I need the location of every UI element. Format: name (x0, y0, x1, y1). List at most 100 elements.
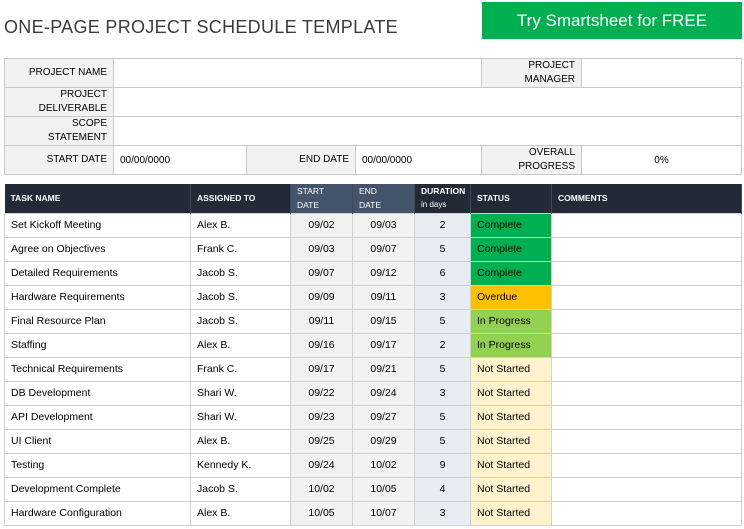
comments-cell[interactable] (551, 356, 742, 382)
duration-cell[interactable]: 5 (414, 356, 471, 382)
status-cell[interactable]: Not Started (470, 452, 552, 478)
duration-cell[interactable]: 6 (414, 260, 471, 286)
status-cell[interactable]: Complete (470, 212, 552, 238)
task-name-cell[interactable]: Hardware Configuration (4, 500, 191, 526)
end-date-cell[interactable]: 09/27 (352, 404, 415, 430)
end-date-cell[interactable]: 09/12 (352, 260, 415, 286)
comments-cell[interactable] (551, 428, 742, 454)
start-date-field[interactable]: 00/00/0000 (113, 145, 247, 175)
start-date-cell[interactable]: 09/25 (290, 428, 353, 454)
duration-cell[interactable]: 5 (414, 236, 471, 262)
comments-cell[interactable] (551, 404, 742, 430)
assigned-to-cell[interactable]: Jacob S. (190, 476, 291, 502)
start-date-cell[interactable]: 09/03 (290, 236, 353, 262)
start-date-cell[interactable]: 09/11 (290, 308, 353, 334)
assigned-to-cell[interactable]: Alex B. (190, 500, 291, 526)
task-name-cell[interactable]: Detailed Requirements (4, 260, 191, 286)
task-name-cell[interactable]: Hardware Requirements (4, 284, 191, 310)
start-date-cell[interactable]: 09/23 (290, 404, 353, 430)
end-date-cell[interactable]: 10/05 (352, 476, 415, 502)
duration-cell[interactable]: 3 (414, 500, 471, 526)
duration-cell[interactable]: 3 (414, 284, 471, 310)
end-date-cell[interactable]: 10/02 (352, 452, 415, 478)
comments-cell[interactable] (551, 452, 742, 478)
project-deliverable-field[interactable] (112, 87, 743, 117)
task-name-cell[interactable]: Staffing (4, 332, 191, 358)
end-date-cell[interactable]: 09/07 (352, 236, 415, 262)
assigned-to-cell[interactable]: Jacob S. (190, 260, 291, 286)
duration-cell[interactable]: 5 (414, 428, 471, 454)
task-name-cell[interactable]: Set Kickoff Meeting (4, 212, 191, 238)
status-cell[interactable]: Not Started (470, 404, 552, 430)
start-date-cell[interactable]: 09/17 (290, 356, 353, 382)
duration-cell[interactable]: 9 (414, 452, 471, 478)
task-name-cell[interactable]: Agree on Objectives (4, 236, 191, 262)
comments-cell[interactable] (551, 308, 742, 334)
status-cell[interactable]: In Progress (470, 308, 552, 334)
start-date-cell[interactable]: 09/02 (290, 212, 353, 238)
task-name-cell[interactable]: Testing (4, 452, 191, 478)
status-cell[interactable]: Complete (470, 236, 552, 262)
comments-cell[interactable] (551, 212, 742, 238)
overall-progress-value[interactable]: 0% (581, 145, 743, 175)
end-date-cell[interactable]: 09/11 (352, 284, 415, 310)
project-name-field[interactable] (112, 58, 483, 88)
assigned-to-cell[interactable]: Alex B. (190, 428, 291, 454)
end-date-cell[interactable]: 09/03 (352, 212, 415, 238)
task-name-cell[interactable]: UI Client (4, 428, 191, 454)
start-date-cell[interactable]: 10/05 (290, 500, 353, 526)
scope-statement-field[interactable] (112, 116, 743, 146)
scope-statement-row: SCOPE STATEMENT (4, 116, 743, 146)
assigned-to-cell[interactable]: Alex B. (190, 212, 291, 238)
end-date-cell[interactable]: 09/17 (352, 332, 415, 358)
start-date-cell[interactable]: 10/02 (290, 476, 353, 502)
assigned-to-cell[interactable]: Alex B. (190, 332, 291, 358)
comments-cell[interactable] (551, 476, 742, 502)
assigned-to-cell[interactable]: Frank C. (190, 236, 291, 262)
start-date-cell[interactable]: 09/24 (290, 452, 353, 478)
duration-cell[interactable]: 5 (414, 308, 471, 334)
start-date-cell[interactable]: 09/09 (290, 284, 353, 310)
assigned-to-cell[interactable]: Kennedy K. (190, 452, 291, 478)
comments-cell[interactable] (551, 236, 742, 262)
start-date-cell[interactable]: 09/16 (290, 332, 353, 358)
task-name-cell[interactable]: Final Resource Plan (4, 308, 191, 334)
status-cell[interactable]: Not Started (470, 428, 552, 454)
end-date-cell[interactable]: 09/21 (352, 356, 415, 382)
task-name-cell[interactable]: API Development (4, 404, 191, 430)
assigned-to-cell[interactable]: Shari W. (190, 404, 291, 430)
duration-cell[interactable]: 3 (414, 380, 471, 406)
status-cell[interactable]: Overdue (470, 284, 552, 310)
end-date-cell[interactable]: 09/29 (352, 428, 415, 454)
status-cell[interactable]: Not Started (470, 380, 552, 406)
assigned-to-cell[interactable]: Shari W. (190, 380, 291, 406)
duration-cell[interactable]: 5 (414, 404, 471, 430)
comments-cell[interactable] (551, 332, 742, 358)
duration-cell[interactable]: 2 (414, 332, 471, 358)
assigned-to-cell[interactable]: Jacob S. (190, 284, 291, 310)
duration-cell[interactable]: 2 (414, 212, 471, 238)
status-cell[interactable]: Complete (470, 260, 552, 286)
end-date-field[interactable]: 00/00/0000 (354, 145, 483, 175)
status-cell[interactable]: Not Started (470, 356, 552, 382)
comments-cell[interactable] (551, 260, 742, 286)
try-smartsheet-button[interactable]: Try Smartsheet for FREE (482, 2, 742, 39)
assigned-to-cell[interactable]: Jacob S. (190, 308, 291, 334)
task-name-cell[interactable]: Development Complete (4, 476, 191, 502)
task-name-cell[interactable]: Technical Requirements (4, 356, 191, 382)
end-date-cell[interactable]: 09/24 (352, 380, 415, 406)
start-date-cell[interactable]: 09/22 (290, 380, 353, 406)
status-cell[interactable]: Not Started (470, 476, 552, 502)
end-date-cell[interactable]: 10/07 (352, 500, 415, 526)
project-manager-field[interactable] (581, 58, 743, 88)
comments-cell[interactable] (551, 284, 742, 310)
assigned-to-cell[interactable]: Frank C. (190, 356, 291, 382)
task-name-cell[interactable]: DB Development (4, 380, 191, 406)
status-cell[interactable]: Not Started (470, 500, 552, 526)
duration-cell[interactable]: 4 (414, 476, 471, 502)
comments-cell[interactable] (551, 500, 742, 526)
start-date-cell[interactable]: 09/07 (290, 260, 353, 286)
end-date-cell[interactable]: 09/15 (352, 308, 415, 334)
status-cell[interactable]: In Progress (470, 332, 552, 358)
comments-cell[interactable] (551, 380, 742, 406)
